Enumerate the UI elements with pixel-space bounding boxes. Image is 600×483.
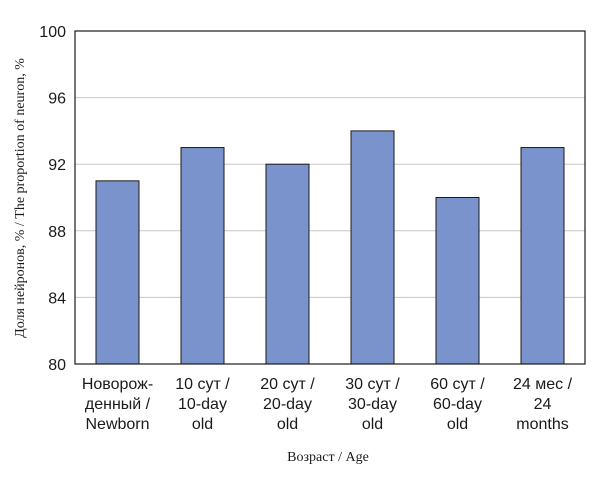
y-tick-label: 80 [48, 357, 66, 374]
bar [350, 130, 395, 365]
bar [95, 180, 140, 365]
x-category-label: Новорож-денный / Newborn [82, 376, 153, 433]
y-tick-label: 96 [48, 91, 66, 108]
y-tick-label: 100 [39, 24, 66, 41]
grid-lines [75, 97, 585, 298]
x-category-label: 30 сут /30-day old [345, 376, 400, 433]
x-category-label: 10 сут /10-day old [175, 376, 230, 433]
x-axis-title: Возраст / Age [287, 450, 369, 465]
bar [180, 147, 225, 365]
bar [435, 197, 480, 365]
y-axis-ticks: 80 84 88 92 96 100 [39, 24, 66, 374]
plot-frame [74, 30, 586, 365]
y-tick-label: 88 [48, 224, 66, 241]
y-tick-label: 92 [48, 157, 66, 174]
x-category-label: 20 сут /20-day old [260, 376, 315, 433]
bars [95, 130, 565, 365]
x-axis-categories: Новорож-денный / Newborn 10 сут /10-day old… [82, 376, 573, 433]
bar [265, 163, 310, 365]
bar [520, 147, 565, 365]
x-category-label: 24 мес /24 months [513, 376, 573, 433]
y-axis-title: Доля нейронов, % / The proportion of neu… [13, 58, 28, 338]
y-tick-label: 84 [48, 290, 66, 307]
x-category-label: 60 сут /60-day old [430, 376, 485, 433]
